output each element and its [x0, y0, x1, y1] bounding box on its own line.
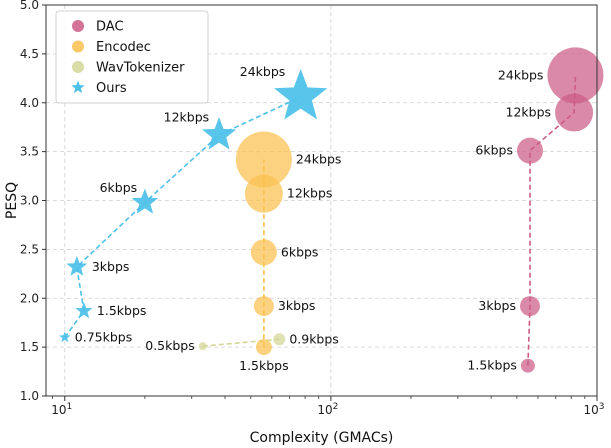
label-dac-1_5kbps: 1.5kbps — [467, 358, 517, 373]
point-ours-0_75kbps — [59, 331, 71, 343]
label-wavtokenizer-0_9kbps: 0.9kbps — [289, 331, 339, 346]
legend-label-encodec: Encodec — [96, 40, 151, 55]
legend-label-dac: DAC — [96, 20, 124, 35]
point-dac-24kbps — [547, 47, 604, 104]
point-ours-1_5kbps — [75, 301, 93, 319]
axis-ticks: 1.0 1.5 2.0 2.5 3.0 3.5 4.0 4.5 5.0 101 102 103 — [20, 0, 605, 417]
x-tick-label: 102 — [317, 402, 338, 417]
label-ours-1_5kbps: 1.5kbps — [97, 303, 147, 318]
point-wavtokenizer-0_9kbps — [273, 333, 286, 346]
y-tick-label: 1.5 — [20, 340, 39, 354]
x-tick-label: 103 — [583, 402, 604, 417]
point-ours-3kbps — [66, 255, 88, 276]
label-ours-3kbps: 3kbps — [92, 259, 130, 274]
label-ours-24kbps: 24kbps — [240, 64, 286, 79]
y-tick-label: 3.5 — [20, 145, 39, 159]
legend-marker-dac — [72, 20, 84, 32]
label-encodec-1_5kbps: 1.5kbps — [239, 358, 289, 373]
y-tick-label: 5.0 — [20, 0, 39, 12]
point-ours-24kbps — [274, 68, 328, 120]
point-ours-6kbps — [131, 188, 159, 214]
legend-box — [55, 10, 209, 104]
legend-label-wavtokenizer: WavTokenizer — [96, 61, 185, 76]
point-encodec-24kbps — [235, 131, 292, 188]
label-encodec-3kbps: 3kbps — [278, 298, 316, 313]
point-wavtokenizer-0_5kbps — [198, 342, 207, 351]
point-labels: 1.5kbps 3kbps 6kbps 12kbps 24kbps 1.5kbps 3kbp… — [75, 64, 551, 373]
x-axis-label: Complexity (GMACs) — [250, 430, 394, 446]
x-tick-label: 101 — [51, 402, 72, 417]
label-ours-0_75kbps: 0.75kbps — [75, 329, 132, 344]
label-encodec-12kbps: 12kbps — [287, 186, 333, 201]
label-ours-12kbps: 12kbps — [164, 110, 210, 125]
legend-marker-wavtokenizer — [72, 61, 84, 73]
point-ours-12kbps — [201, 117, 237, 150]
y-axis-label: PESQ — [4, 182, 20, 219]
y-tick-label: 3.0 — [20, 194, 39, 208]
label-encodec-24kbps: 24kbps — [296, 151, 342, 166]
y-tick-label: 4.0 — [20, 96, 39, 110]
series-lines — [64, 75, 577, 366]
label-dac-12kbps: 12kbps — [506, 105, 552, 120]
legend-marker-encodec — [72, 40, 84, 53]
point-dac-1_5kbps — [520, 358, 535, 373]
label-dac-6kbps: 6kbps — [475, 143, 513, 158]
legend-label-ours: Ours — [96, 81, 127, 96]
point-encodec-6kbps — [250, 239, 277, 266]
point-dac-12kbps — [555, 93, 594, 132]
legend: DAC Encodec WavTokenizer Ours — [55, 10, 209, 104]
label-dac-3kbps: 3kbps — [478, 298, 516, 313]
point-dac-6kbps — [516, 137, 543, 164]
point-dac-3kbps — [519, 296, 540, 317]
y-tick-label: 2.0 — [20, 291, 39, 305]
label-ours-6kbps: 6kbps — [100, 180, 138, 195]
data-points — [59, 47, 604, 373]
point-encodec-3kbps — [253, 296, 274, 317]
y-tick-label: 4.5 — [20, 47, 39, 61]
label-wavtokenizer-0_5kbps: 0.5kbps — [145, 338, 195, 353]
label-dac-24kbps: 24kbps — [498, 67, 544, 82]
y-tick-label: 2.5 — [20, 242, 39, 256]
y-tick-label: 1.0 — [20, 389, 39, 403]
legend-marker-ours — [71, 80, 85, 94]
label-encodec-6kbps: 6kbps — [281, 244, 319, 259]
point-encodec-1_5kbps — [255, 339, 272, 356]
